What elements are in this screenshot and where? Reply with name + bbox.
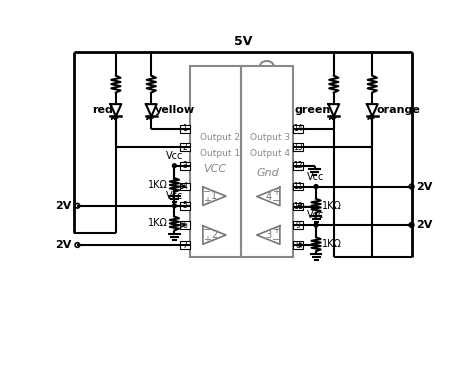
Bar [293, 143, 303, 151]
Text: 2V: 2V [55, 240, 72, 250]
Bar [293, 203, 303, 211]
Text: +: + [203, 196, 211, 206]
Text: Gnd: Gnd [257, 168, 280, 178]
Text: Vcc: Vcc [307, 211, 325, 220]
Text: 8: 8 [296, 241, 301, 250]
Bar [241, 66, 293, 257]
Text: Vcc: Vcc [166, 151, 183, 161]
Circle shape [314, 185, 318, 188]
Bar [180, 221, 190, 229]
Text: 1KΩ: 1KΩ [322, 239, 342, 249]
Text: −: − [272, 196, 280, 206]
Text: 9: 9 [296, 220, 301, 230]
Text: +: + [272, 187, 280, 197]
Text: 1KΩ: 1KΩ [148, 180, 168, 190]
Text: green: green [294, 105, 331, 115]
Text: 7: 7 [182, 241, 187, 250]
Text: 5: 5 [182, 201, 187, 210]
Text: +: + [203, 234, 211, 245]
Text: 2: 2 [182, 143, 187, 152]
Text: VCC: VCC [203, 164, 226, 174]
Text: 2: 2 [211, 230, 218, 240]
Text: 13: 13 [293, 143, 303, 152]
Text: 2V: 2V [416, 182, 433, 192]
Text: Vcc: Vcc [307, 172, 325, 182]
Bar [293, 241, 303, 249]
Text: Output 2: Output 2 [200, 133, 240, 142]
Text: 10: 10 [293, 202, 303, 211]
Bar [180, 125, 190, 133]
Text: 6: 6 [182, 220, 187, 230]
Bar [293, 183, 303, 190]
Text: 1: 1 [182, 124, 187, 133]
Text: 3: 3 [265, 230, 272, 240]
Bar [180, 143, 190, 151]
Text: 3: 3 [182, 161, 187, 170]
Text: orange: orange [376, 105, 420, 115]
Text: Output 3: Output 3 [250, 133, 290, 142]
Text: Output 4: Output 4 [250, 149, 290, 158]
Bar [190, 66, 241, 257]
Bar [293, 162, 303, 169]
Text: 12: 12 [293, 161, 303, 170]
Text: 14: 14 [293, 124, 303, 133]
Text: 5V: 5V [234, 35, 252, 48]
Text: 2V: 2V [416, 220, 433, 230]
Text: 4: 4 [182, 182, 187, 191]
Circle shape [314, 223, 318, 227]
Text: Vcc: Vcc [166, 191, 183, 201]
Circle shape [173, 204, 176, 208]
Text: −: − [203, 225, 211, 235]
Bar [180, 183, 190, 190]
Text: Output 1: Output 1 [200, 149, 240, 158]
Bar [180, 241, 190, 249]
Text: 11: 11 [293, 182, 303, 191]
Text: −: − [203, 187, 211, 196]
Bar [293, 125, 303, 133]
Bar [180, 162, 190, 169]
Bar [180, 202, 190, 210]
Text: 2V: 2V [55, 201, 72, 211]
Text: 1: 1 [211, 191, 218, 201]
Text: −: − [272, 234, 280, 245]
Text: yellow: yellow [155, 105, 195, 115]
Text: +: + [272, 225, 280, 235]
Bar [293, 221, 303, 229]
Text: 1KΩ: 1KΩ [148, 218, 168, 228]
Text: red: red [92, 105, 113, 115]
Text: 4: 4 [265, 192, 272, 201]
Circle shape [173, 164, 176, 168]
Text: 1KΩ: 1KΩ [322, 201, 342, 211]
